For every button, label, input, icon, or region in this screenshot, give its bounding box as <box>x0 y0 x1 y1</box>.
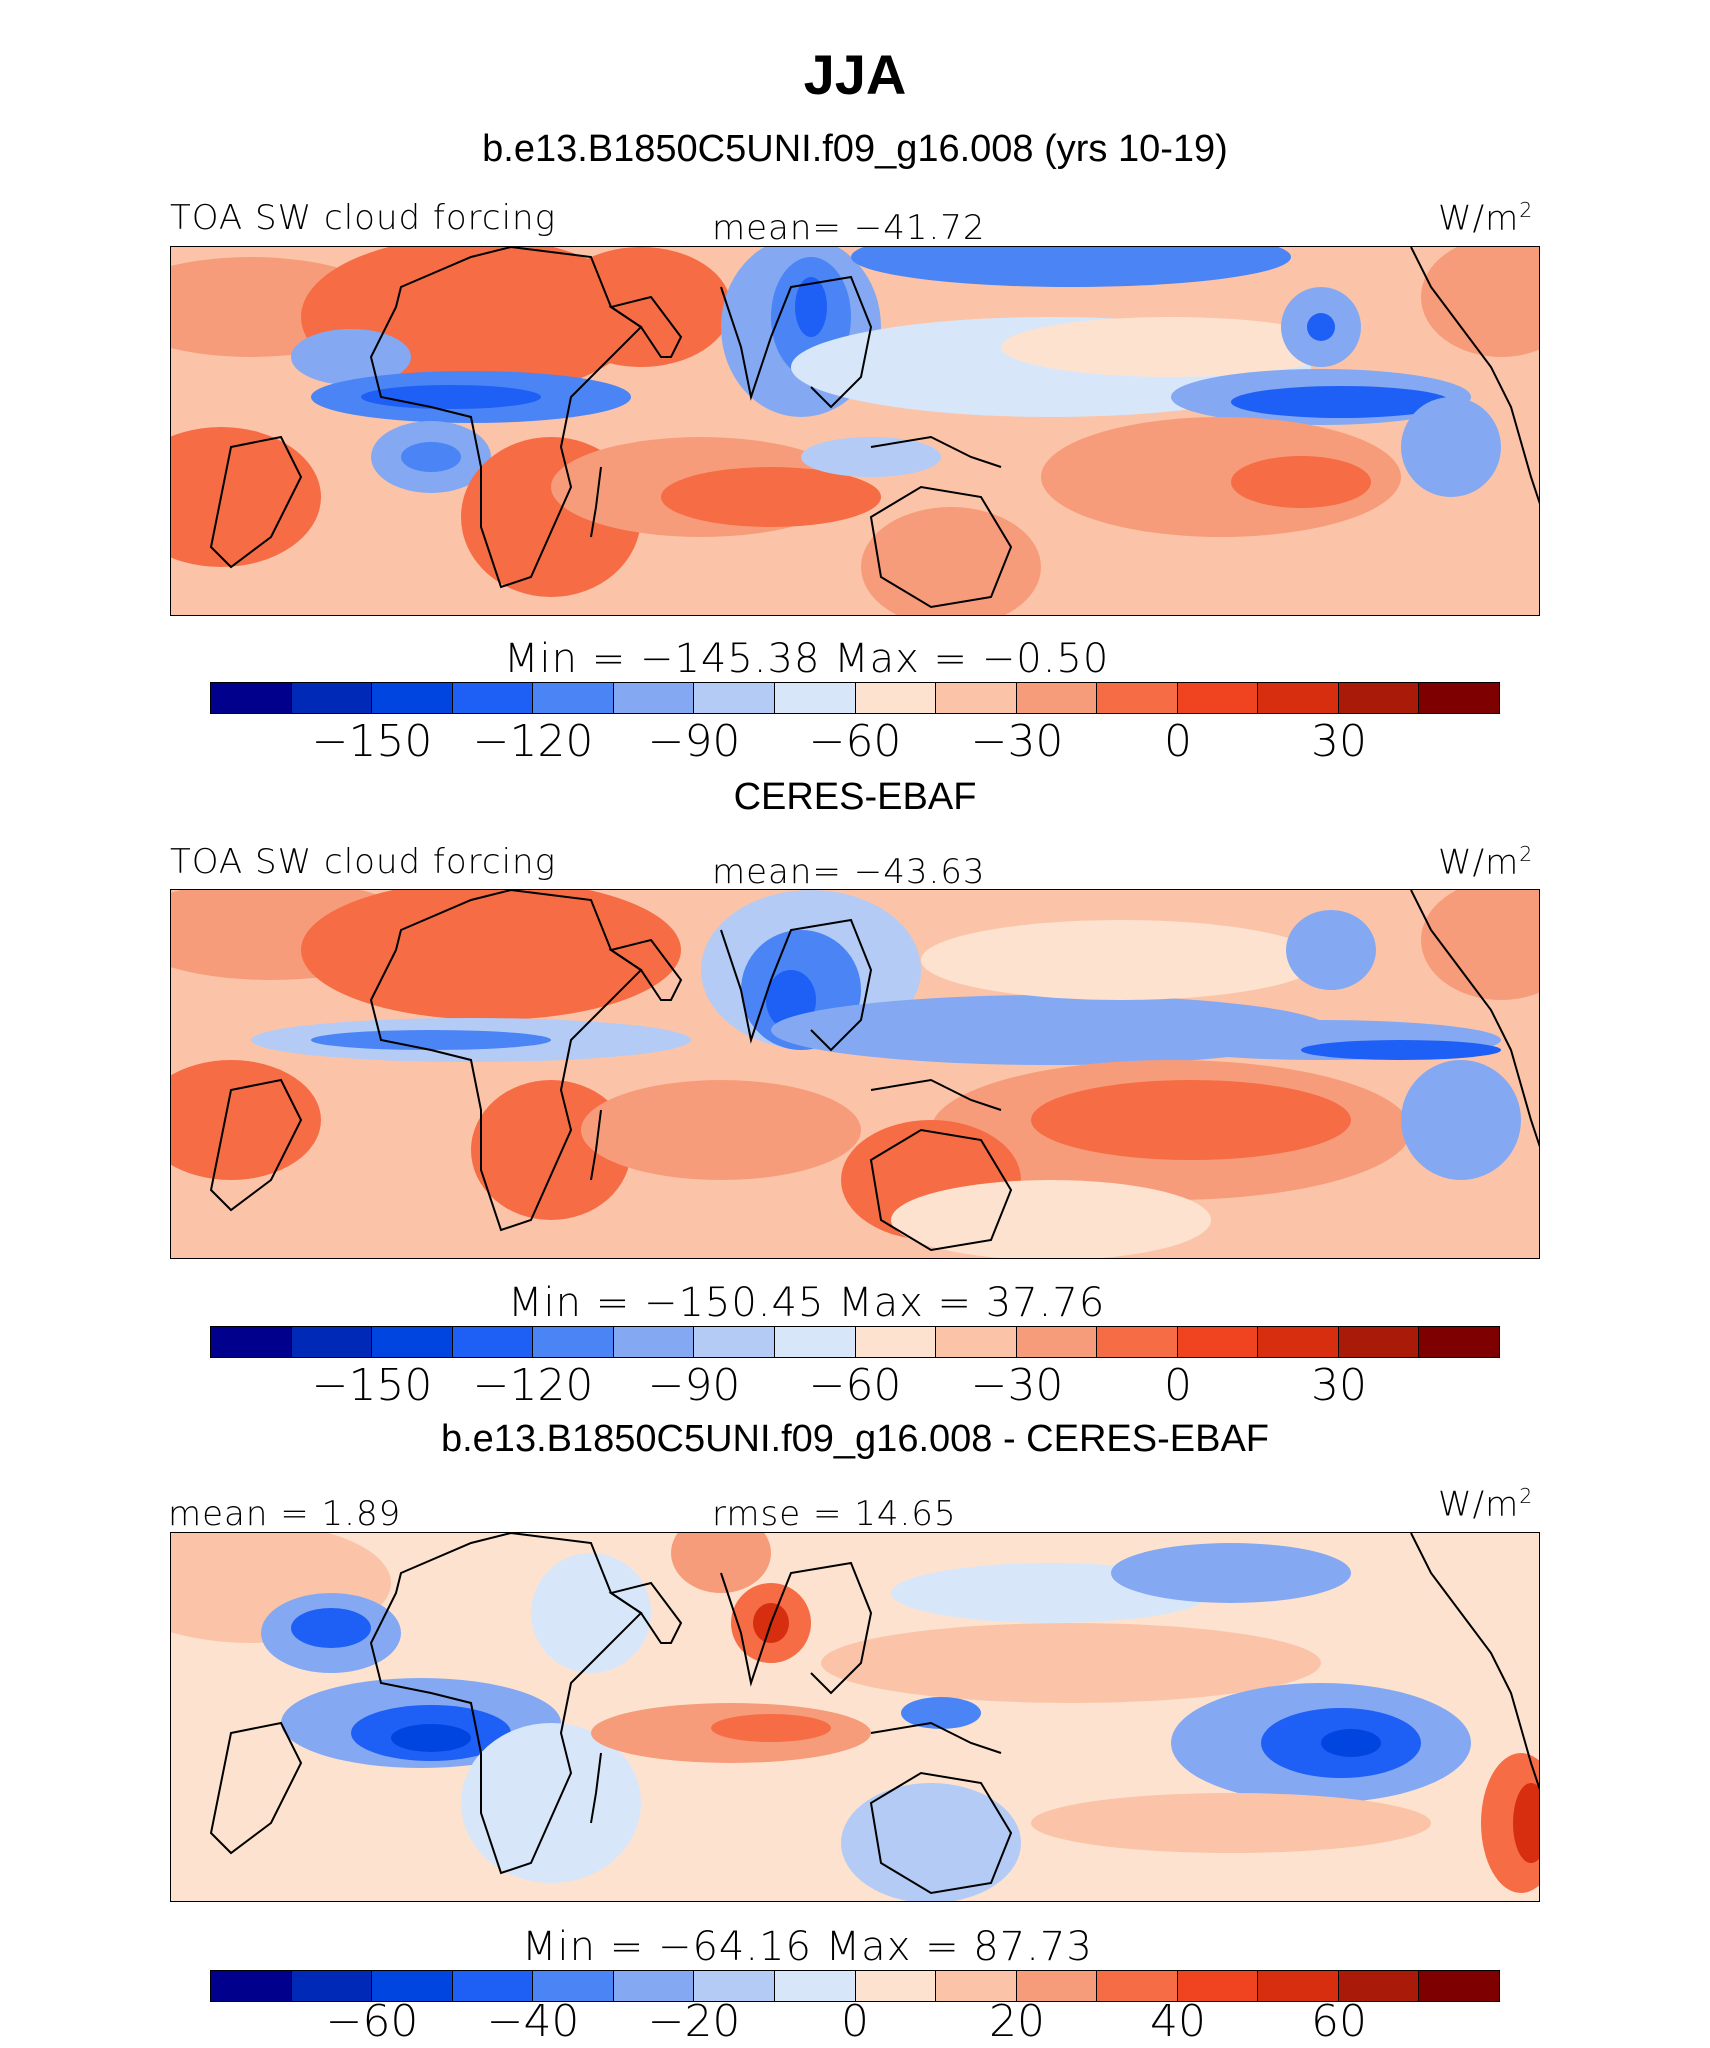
panel-1-coastlines <box>209 247 1539 609</box>
panel-3-tick: 60 <box>1311 1996 1367 2047</box>
colorbar-swatch <box>533 1327 614 1357</box>
panel-2-tick: 0 <box>1164 1360 1192 1411</box>
panel-2-coastlines <box>209 890 1539 1252</box>
panel-3-tick: −20 <box>647 1996 741 2047</box>
colorbar-swatch <box>694 683 775 713</box>
panel-1-colorbar <box>210 682 1500 714</box>
colorbar-swatch <box>694 1327 775 1357</box>
colorbar-swatch <box>936 1971 1017 2001</box>
colorbar-swatch <box>1419 683 1499 713</box>
panel-1-map <box>170 246 1540 616</box>
figure-title: JJA <box>803 43 907 106</box>
panel-2-heading: CERES-EBAF <box>733 776 977 818</box>
panel-3-tick: −60 <box>325 1996 419 2047</box>
colorbar-swatch <box>694 1971 775 2001</box>
colorbar-swatch <box>291 1327 373 1357</box>
colorbar-swatch <box>774 1327 856 1357</box>
colorbar-swatch <box>613 683 695 713</box>
colorbar-swatch <box>936 683 1017 713</box>
colorbar-swatch <box>1258 1971 1339 2001</box>
colorbar-swatch <box>1177 1327 1259 1357</box>
colorbar-swatch <box>1419 1971 1499 2001</box>
colorbar-swatch <box>211 1971 292 2001</box>
colorbar-swatch <box>452 683 534 713</box>
panel-3-mean-label: mean = 1.89 <box>168 1494 402 1534</box>
colorbar-swatch <box>533 1971 614 2001</box>
panel-2-units-label: W/m2 <box>1438 842 1534 883</box>
panel-1-tick: −60 <box>808 716 902 767</box>
panel-1-mean-label: mean= −41.72 <box>712 208 986 248</box>
colorbar-swatch <box>1177 1971 1259 2001</box>
panel-3-units-label: W/m2 <box>1438 1484 1534 1525</box>
panel-1-tick: −120 <box>472 716 594 767</box>
colorbar-swatch <box>452 1971 534 2001</box>
panel-1-minmax: Min = −145.38 Max = −0.50 <box>504 636 1110 682</box>
colorbar-swatch <box>1016 1971 1098 2001</box>
colorbar-swatch <box>855 683 937 713</box>
north-africa-region <box>301 890 681 1020</box>
panel-2-tick: −120 <box>472 1360 594 1411</box>
colorbar-swatch <box>1338 1971 1420 2001</box>
colorbar-swatch <box>533 683 614 713</box>
panel-1-units-label: W/m2 <box>1438 198 1534 239</box>
panel-2-tick: −30 <box>970 1360 1064 1411</box>
colorbar-swatch <box>372 683 453 713</box>
colorbar-swatch <box>1258 1327 1339 1357</box>
panel-3-rmse-label: rmse = 14.65 <box>712 1494 957 1534</box>
panel-2-variable-label: TOA SW cloud forcing <box>170 842 556 882</box>
colorbar-swatch <box>855 1971 937 2001</box>
asia-bias-region <box>671 1533 771 1593</box>
colorbar-swatch <box>211 683 292 713</box>
colorbar-swatch <box>1097 1327 1178 1357</box>
panel-1-tick: −30 <box>970 716 1064 767</box>
colorbar-swatch <box>372 1971 453 2001</box>
panel-3-heading: b.e13.B1850C5UNI.f09_g16.008 - CERES-EBA… <box>440 1418 1270 1460</box>
panel-2-tick: −90 <box>647 1360 741 1411</box>
panel-2-tick: 30 <box>1311 1360 1367 1411</box>
colorbar-swatch <box>855 1327 937 1357</box>
colorbar-swatch <box>372 1327 453 1357</box>
colorbar-swatch <box>1258 683 1339 713</box>
panel-1-tick: 30 <box>1311 716 1367 767</box>
panel-3-coastlines <box>209 1533 1539 1895</box>
colorbar-swatch <box>936 1327 1017 1357</box>
colorbar-swatch <box>1419 1327 1499 1357</box>
colorbar-swatch <box>1097 1971 1178 2001</box>
panel-2-minmax: Min = −150.45 Max = 37.76 <box>508 1280 1106 1326</box>
colorbar-swatch <box>1338 1327 1420 1357</box>
panel-1-heading: b.e13.B1850C5UNI.f09_g16.008 (yrs 10-19) <box>482 128 1228 170</box>
colorbar-swatch <box>613 1327 695 1357</box>
colorbar-swatch <box>774 1971 856 2001</box>
panel-1-tick: −90 <box>647 716 741 767</box>
panel-1-tick: 0 <box>1164 716 1192 767</box>
panel-3-tick: −40 <box>486 1996 580 2047</box>
panel-3-minmax: Min = −64.16 Max = 87.73 <box>522 1924 1093 1970</box>
colorbar-swatch <box>291 683 373 713</box>
colorbar-swatch <box>1177 683 1259 713</box>
colorbar-swatch <box>452 1327 534 1357</box>
colorbar-swatch <box>1338 683 1420 713</box>
colorbar-swatch <box>613 1971 695 2001</box>
panel-3-tick: 40 <box>1150 1996 1206 2047</box>
panel-2-tick: −150 <box>311 1360 433 1411</box>
panel-2-mean-label: mean= −43.63 <box>712 852 986 892</box>
panel-2-colorbar <box>210 1326 1500 1358</box>
colorbar-swatch <box>1097 683 1178 713</box>
panel-1-variable-label: TOA SW cloud forcing <box>170 198 556 238</box>
panel-3-colorbar <box>210 1970 1500 2002</box>
panel-2-map <box>170 889 1540 1259</box>
colorbar-swatch <box>774 683 856 713</box>
colorbar-swatch <box>1016 1327 1098 1357</box>
colorbar-swatch <box>291 1971 373 2001</box>
colorbar-swatch <box>1016 683 1098 713</box>
panel-1-tick: −150 <box>311 716 433 767</box>
colorbar-swatch <box>211 1327 292 1357</box>
panel-2-tick: −60 <box>808 1360 902 1411</box>
panel-3-map <box>170 1532 1540 1902</box>
panel-3-tick: 20 <box>989 1996 1045 2047</box>
panel-3-tick: 0 <box>841 1996 869 2047</box>
